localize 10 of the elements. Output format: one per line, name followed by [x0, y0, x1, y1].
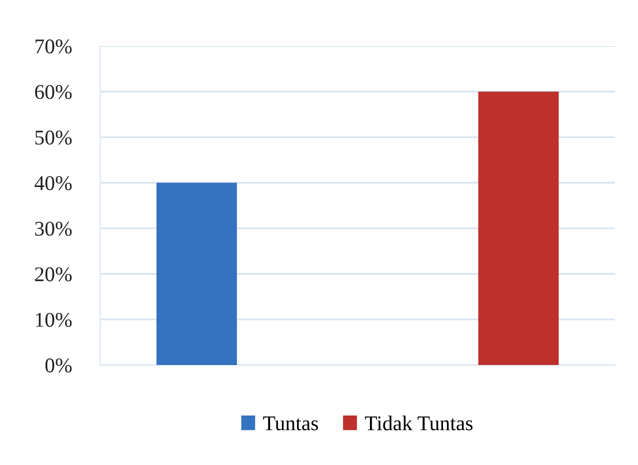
- y-tick-label: 0%: [45, 358, 72, 373]
- y-tick-label: 30%: [35, 222, 72, 236]
- y-tick-label: 40%: [34, 176, 72, 190]
- legend-label: Tuntas: [263, 416, 318, 430]
- y-tick-label: 20%: [35, 267, 72, 282]
- legend-label: Tidak Tuntas: [364, 416, 473, 430]
- y-tick-label: 60%: [35, 84, 72, 100]
- y-tick-label: 10%: [36, 312, 72, 327]
- y-tick-label: 50%: [35, 130, 72, 145]
- y-tick-label: 70%: [36, 39, 72, 54]
